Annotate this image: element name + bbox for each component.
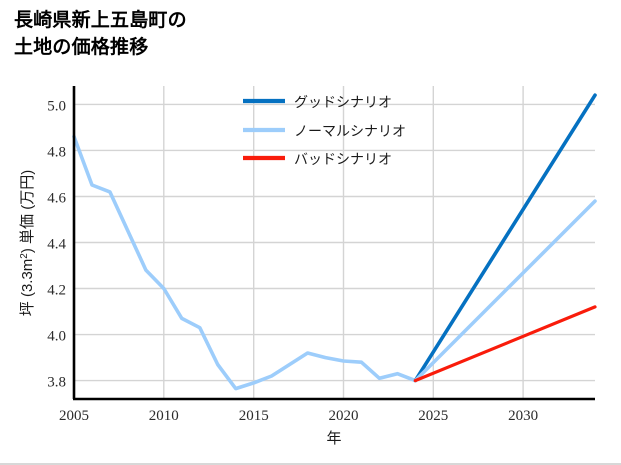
y-axis-title-main: 坪 (3.3m — [19, 259, 36, 317]
x-tick-label-2005: 2005 — [59, 408, 89, 424]
chart-title: 長崎県新上五島町の 土地の価格推移 — [14, 8, 187, 62]
legend-item-bad[interactable]: バッドシナリオ — [243, 151, 392, 167]
y-tick-label-4.0: 4.0 — [47, 329, 66, 345]
y-axis-title-sup: 2 — [19, 253, 30, 259]
y-tick-label-4.2: 4.2 — [47, 283, 66, 299]
legend-item-good[interactable]: グッドシナリオ — [243, 94, 392, 110]
legend-label-good: グッドシナリオ — [294, 94, 392, 110]
y-axis-title-tail: ) 単価 (万円) — [19, 170, 36, 253]
y-tick-label-5.0: 5.0 — [47, 98, 66, 114]
y-tick-label-4.6: 4.6 — [47, 191, 66, 207]
y-tick-label-3.8: 3.8 — [47, 375, 66, 391]
series-good-scenario-line — [413, 93, 597, 383]
x-tick-label-2025: 2025 — [418, 408, 448, 424]
legend: グッドシナリオ ノーマルシナリオ バッドシナリオ — [243, 94, 406, 167]
series-normal-scenario-line — [413, 199, 597, 383]
legend-item-normal[interactable]: ノーマルシナリオ — [243, 123, 406, 139]
series-historical-line — [72, 134, 418, 391]
x-tick-label-2030: 2030 — [508, 408, 538, 424]
x-axis-tick-labels: 2005 2010 2015 2020 2025 2030 — [59, 408, 538, 424]
svg-text:坪 (3.3m2) 単価 (万円): 坪 (3.3m2) 単価 (万円) — [19, 170, 36, 316]
legend-label-bad: バッドシナリオ — [294, 151, 392, 167]
x-tick-label-2020: 2020 — [329, 408, 359, 424]
y-tick-label-4.8: 4.8 — [47, 144, 66, 160]
axis-lines — [72, 86, 595, 401]
y-tick-label-4.4: 4.4 — [47, 237, 66, 253]
y-axis-title-group: 坪 (3.3m2) 単価 (万円) — [19, 170, 36, 316]
chart-title-line-1: 長崎県新上五島町の — [14, 10, 187, 31]
y-axis-tick-labels: 5.0 4.8 4.6 4.4 4.2 4.0 3.8 — [47, 98, 66, 390]
series-bad-scenario-line — [413, 305, 597, 383]
chart-title-line-2: 土地の価格推移 — [14, 36, 149, 58]
x-axis-title: 年 — [326, 430, 341, 447]
x-tick-label-2010: 2010 — [149, 408, 179, 424]
legend-label-normal: ノーマルシナリオ — [294, 123, 406, 139]
x-tick-label-2015: 2015 — [239, 408, 269, 424]
plot-lines — [72, 93, 597, 391]
